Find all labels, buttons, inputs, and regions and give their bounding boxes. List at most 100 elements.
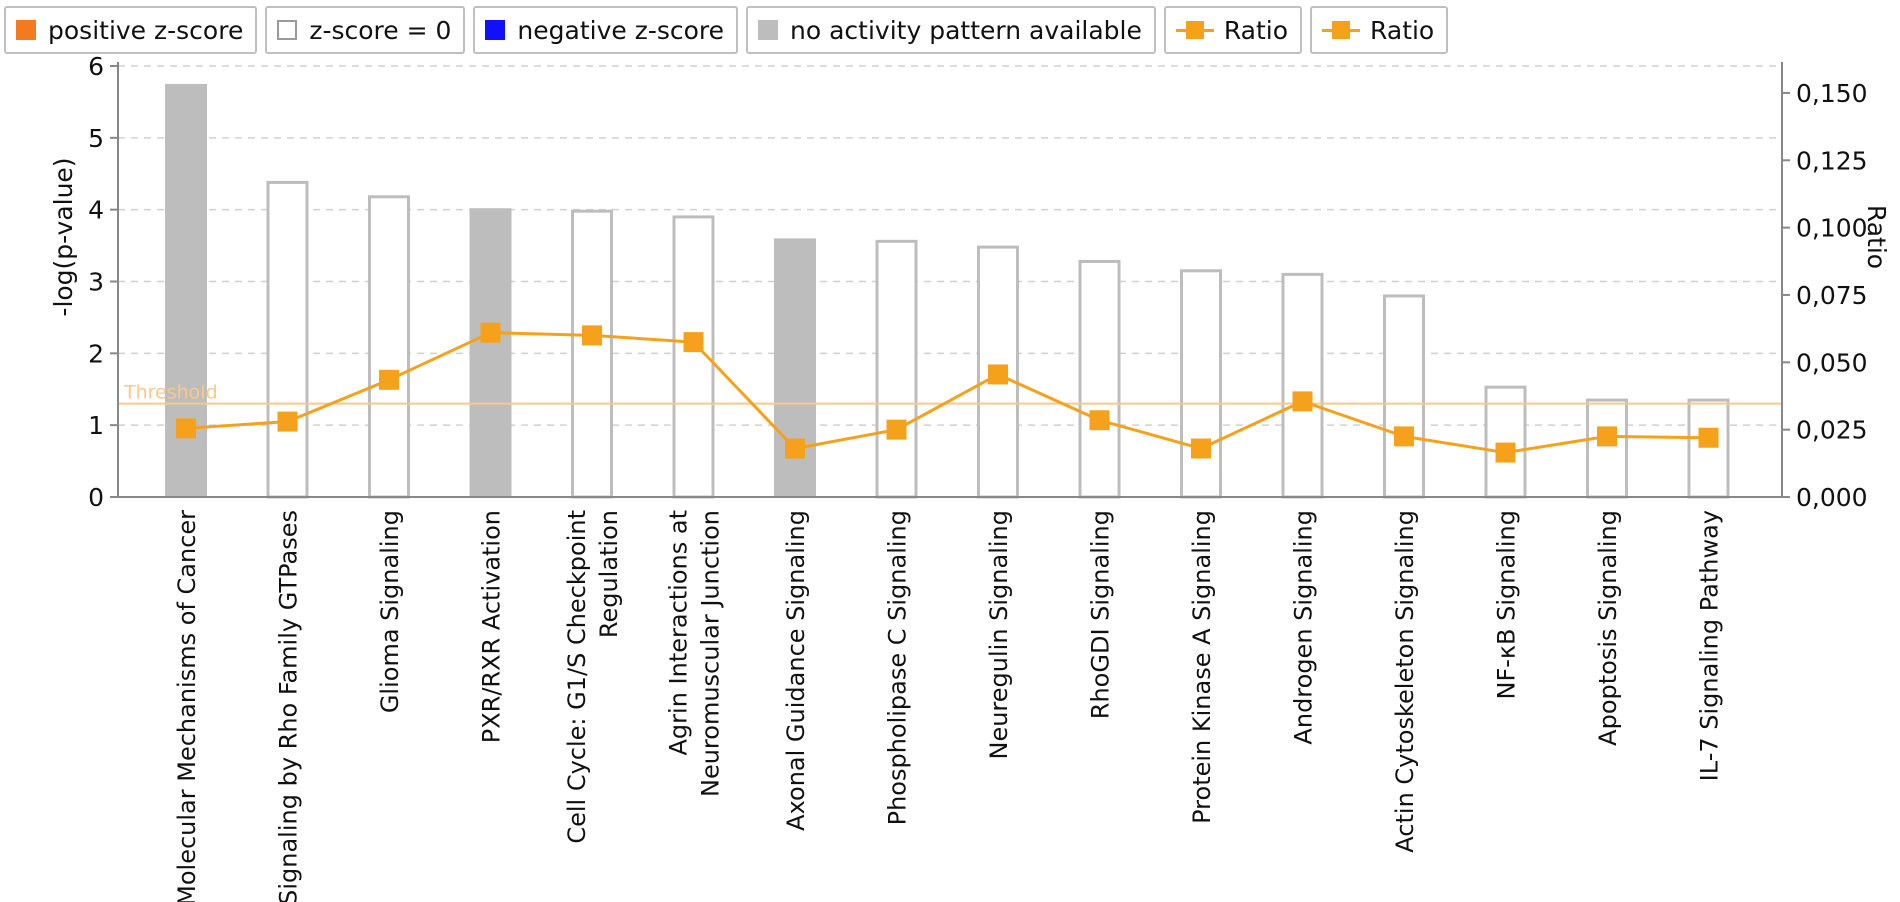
right-axis-ticks: 0,000 0,025 0,050 0,075 0,100 0,125 0,150 bbox=[1782, 79, 1868, 512]
left-tick-label: 6 bbox=[88, 52, 104, 81]
ratio-point-8 bbox=[886, 419, 907, 440]
legend-item-negative: negative z-score bbox=[473, 6, 739, 54]
category-label-7: Axonal Guidance Signaling bbox=[782, 510, 810, 831]
category-label-line: Signaling by Rho Family GTPases bbox=[275, 510, 303, 902]
category-label-10: RhoGDI Signaling bbox=[1087, 510, 1115, 719]
category-label-line: Actin Cytoskeleton Signaling bbox=[1391, 510, 1419, 853]
category-labels: Molecular Mechanisms of Cancer Signaling … bbox=[173, 510, 1724, 902]
ratio-point-4 bbox=[480, 322, 501, 343]
ratio-point-14 bbox=[1495, 442, 1516, 463]
category-label-line: Cell Cycle: G1/S Checkpoint bbox=[563, 510, 591, 844]
bar-2 bbox=[266, 180, 309, 499]
ratio-line-layer bbox=[176, 322, 1719, 463]
ratio-point-2 bbox=[277, 411, 298, 432]
legend-item-line: Ratio bbox=[1310, 6, 1449, 54]
category-label-2: Signaling by Rho Family GTPases bbox=[275, 510, 303, 902]
legend-line-swatch bbox=[1175, 20, 1214, 40]
category-label-line: Neuromuscular Junction bbox=[697, 510, 725, 797]
bar-8 bbox=[875, 239, 918, 499]
left-axis-ticks: 0 1 2 3 4 5 6 bbox=[88, 52, 118, 512]
category-label-line: IL-7 Signaling Pathway bbox=[1696, 510, 1724, 781]
category-label-line: NF-κB Signaling bbox=[1493, 510, 1521, 700]
left-tick-label: 4 bbox=[88, 196, 104, 225]
ratio-line bbox=[185, 331, 1709, 455]
right-tick-label: 0,100 bbox=[1796, 214, 1868, 243]
category-label-line: PXR/RXR Activation bbox=[478, 510, 506, 743]
category-label-line: Neuregulin Signaling bbox=[985, 510, 1013, 760]
legend-label: negative z-score bbox=[517, 15, 725, 45]
category-label-14: NF-κB Signaling bbox=[1493, 510, 1521, 700]
ratio-point-15 bbox=[1597, 426, 1617, 447]
left-tick-label: 1 bbox=[88, 411, 104, 440]
ratio-point-6 bbox=[683, 332, 704, 353]
ratio-point-11 bbox=[1191, 438, 1211, 459]
right-tick-label: 0,025 bbox=[1796, 416, 1868, 445]
category-label-8: Phospholipase C Signaling bbox=[884, 510, 912, 825]
ratio-point-1 bbox=[176, 418, 196, 439]
chart-legend: positive z-score z-score = 0 negative z-sc… bbox=[4, 6, 1449, 56]
grid-lines bbox=[118, 65, 1782, 426]
left-tick-label: 2 bbox=[88, 339, 104, 368]
ratio-point-3 bbox=[379, 369, 399, 390]
category-label-6: Agrin Interactions at Neuromuscular Junct… bbox=[665, 510, 725, 797]
left-tick-label: 0 bbox=[88, 483, 104, 512]
category-label-13: Actin Cytoskeleton Signaling bbox=[1391, 510, 1419, 853]
ratio-point-13 bbox=[1394, 426, 1414, 447]
ratio-point-5 bbox=[582, 325, 602, 346]
legend-item-no-activity: no activity pattern available bbox=[746, 6, 1156, 54]
threshold-layer: Threshold bbox=[118, 382, 1782, 405]
bar-12 bbox=[1281, 272, 1324, 499]
bars-layer bbox=[165, 83, 1730, 499]
ratio-point-7 bbox=[785, 438, 805, 459]
axes-layer bbox=[117, 62, 1783, 498]
legend-line-swatch bbox=[1322, 20, 1361, 40]
threshold-label: Threshold bbox=[123, 382, 218, 404]
legend-swatch bbox=[277, 20, 298, 40]
ratio-point-16 bbox=[1698, 427, 1719, 448]
legend-swatch bbox=[758, 20, 779, 40]
category-label-line: Androgen Signaling bbox=[1290, 510, 1318, 745]
bar-11 bbox=[1180, 269, 1222, 499]
legend-swatch bbox=[16, 20, 36, 40]
legend-label: Ratio bbox=[1370, 15, 1435, 45]
category-label-line: Axonal Guidance Signaling bbox=[782, 510, 810, 831]
category-label-15: Apoptosis Signaling bbox=[1594, 510, 1622, 746]
legend-item-line: Ratio bbox=[1163, 6, 1303, 54]
category-label-16: IL-7 Signaling Pathway bbox=[1696, 510, 1724, 781]
left-tick-label: 3 bbox=[88, 268, 104, 297]
left-axis-label: -log(p-value) bbox=[49, 157, 78, 316]
category-label-12: Androgen Signaling bbox=[1290, 510, 1318, 745]
right-tick-label: 0,150 bbox=[1796, 79, 1868, 108]
category-label-line: Glioma Signaling bbox=[376, 510, 404, 713]
bar-15 bbox=[1586, 398, 1628, 499]
bar-14 bbox=[1484, 385, 1527, 499]
legend-item-zero: z-score = 0 bbox=[265, 6, 466, 54]
right-axis-label: Ratio bbox=[1862, 205, 1891, 269]
category-label-1: Molecular Mechanisms of Cancer bbox=[173, 510, 201, 902]
legend-label: Ratio bbox=[1223, 15, 1289, 45]
right-tick-label: 0,000 bbox=[1796, 483, 1868, 512]
bar-13 bbox=[1383, 294, 1425, 499]
legend-item-positive: positive z-score bbox=[4, 6, 258, 54]
category-label-line: Regulation bbox=[595, 510, 623, 638]
category-label-line: Protein Kinase A Signaling bbox=[1188, 510, 1216, 824]
bar-3 bbox=[368, 195, 410, 499]
category-label-line: Apoptosis Signaling bbox=[1594, 510, 1622, 746]
category-label-line: RhoGDI Signaling bbox=[1087, 510, 1115, 719]
bar-5 bbox=[571, 209, 613, 499]
ratio-point-9 bbox=[988, 364, 1008, 385]
right-tick-label: 0,075 bbox=[1796, 281, 1868, 310]
legend-label: no activity pattern available bbox=[790, 15, 1142, 45]
category-label-9: Neuregulin Signaling bbox=[985, 510, 1013, 760]
category-label-line: Phospholipase C Signaling bbox=[884, 510, 912, 825]
category-label-line: Molecular Mechanisms of Cancer bbox=[173, 510, 201, 902]
right-tick-label: 0,125 bbox=[1796, 146, 1868, 175]
bar-4 bbox=[469, 208, 512, 498]
legend-swatch bbox=[485, 20, 506, 40]
legend-label: positive z-score bbox=[48, 15, 244, 45]
left-tick-label: 5 bbox=[88, 124, 104, 153]
bar-16 bbox=[1687, 398, 1730, 499]
category-label-11: Protein Kinase A Signaling bbox=[1188, 510, 1216, 824]
category-label-4: PXR/RXR Activation bbox=[478, 510, 506, 743]
